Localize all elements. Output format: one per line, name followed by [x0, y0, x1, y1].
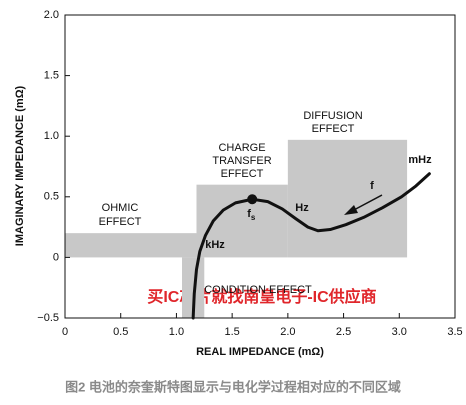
y-tick-label: 1.0: [44, 130, 59, 142]
x-tick-label: 2.0: [280, 326, 295, 338]
impedance-curve: [191, 172, 431, 320]
x-tick-label: 0: [62, 326, 68, 338]
region-label: OHMIC: [102, 202, 139, 214]
y-tick-label: 1.5: [44, 70, 59, 82]
y-tick-label: 0: [53, 251, 59, 263]
annotation: mHz: [408, 154, 432, 166]
y-tick-label: 2.0: [44, 9, 59, 21]
y-tick-label: −0.5: [37, 312, 59, 324]
watermark: 买IC芯片就找南皇电子-IC供应商: [147, 287, 376, 306]
region-label: CONDITION EFFECT: [204, 284, 312, 296]
x-tick-label: 1.0: [169, 326, 184, 338]
annotation: Hz: [295, 202, 309, 214]
x-tick-label: 0.5: [113, 326, 128, 338]
fs-marker: [247, 194, 258, 205]
x-tick-label: 3.0: [392, 326, 407, 338]
fs-label-main: f: [247, 208, 251, 220]
frequency-arrowhead: [344, 205, 358, 215]
y-axis-title: IMAGINARY IMPEDANCE (mΩ): [14, 85, 26, 246]
fs-label: fs: [247, 208, 256, 222]
y-tick-label: 0.5: [44, 191, 59, 203]
x-tick-label: 3.5: [447, 326, 462, 338]
fs-label-sub: s: [251, 213, 256, 222]
x-tick-label: 2.5: [336, 326, 351, 338]
x-axis-title: REAL IMPEDANCE (mΩ): [196, 346, 324, 358]
region: [182, 257, 205, 318]
region-label: EFFECT: [312, 123, 355, 135]
plot-frame: [64, 14, 456, 319]
region: [287, 139, 408, 258]
x-tick-label: 1.5: [224, 326, 239, 338]
region-label: EFFECT: [221, 168, 264, 180]
annotation: kHz: [205, 239, 225, 251]
region-label: CHARGE: [218, 142, 265, 154]
caption: 图2 电池的奈奎斯特图显示与电化学过程相对应的不同区域: [65, 379, 401, 394]
region-label: TRANSFER: [212, 155, 271, 167]
region-label: DIFFUSION: [303, 110, 362, 122]
frequency-arrow: [351, 194, 383, 212]
region-label: EFFECT: [99, 216, 142, 228]
annotation: f: [370, 180, 374, 192]
region: [65, 233, 197, 258]
